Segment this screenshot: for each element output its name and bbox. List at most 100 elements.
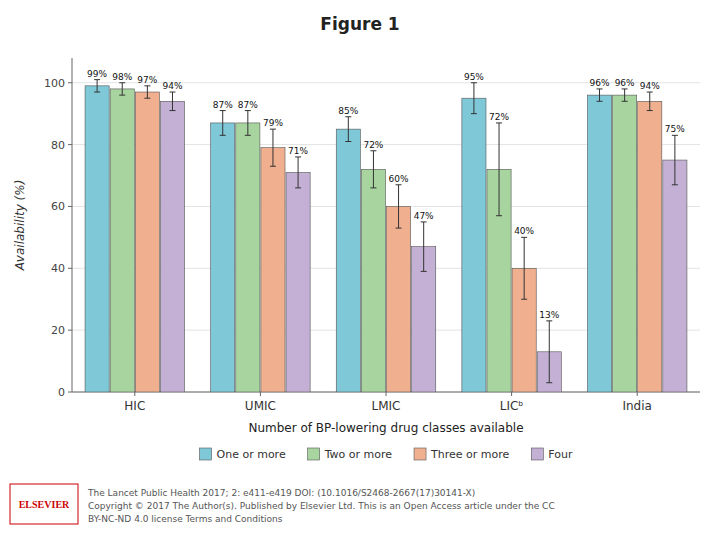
error-bar xyxy=(546,321,552,383)
legend-label: Four xyxy=(548,448,573,461)
y-axis xyxy=(72,58,73,392)
bar xyxy=(110,89,134,392)
bar xyxy=(663,160,687,392)
data-label: 97% xyxy=(137,75,157,85)
bar xyxy=(638,101,662,392)
y-axis-label: Availability (%) xyxy=(13,180,27,272)
y-tick xyxy=(68,206,72,207)
legend-item: One or more xyxy=(200,448,286,461)
data-label: 40% xyxy=(514,226,534,236)
y-tick xyxy=(68,144,72,145)
legend-item: Two or more xyxy=(308,448,393,461)
y-tick xyxy=(68,268,72,269)
bar xyxy=(160,101,184,392)
error-bar xyxy=(597,89,603,101)
x-tick xyxy=(386,392,387,396)
x-tick-label: LMIC xyxy=(372,399,401,413)
bar xyxy=(336,129,360,392)
bar xyxy=(613,95,637,392)
bars xyxy=(85,80,687,392)
bar xyxy=(85,86,109,392)
bar xyxy=(387,206,411,392)
footnote: The Lancet Public Health 2017; 2: e411-e… xyxy=(87,488,475,498)
error-bar xyxy=(94,80,100,92)
chart: Figure 1020406080100Availability (%)99%8… xyxy=(0,0,720,540)
x-tick-label: HIC xyxy=(124,399,145,413)
error-bar xyxy=(144,86,150,98)
error-bar xyxy=(496,123,502,216)
footnote: BY-NC-ND 4.0 license Terms and Condition… xyxy=(88,514,283,524)
legend-item: Three or more xyxy=(414,448,509,461)
y-tick-label: 60 xyxy=(51,200,65,213)
data-label: 94% xyxy=(640,81,660,91)
footnote: Copyright © 2017 The Author(s). Publishe… xyxy=(88,501,555,511)
data-label: 72% xyxy=(363,140,383,150)
data-label: 47% xyxy=(414,211,434,221)
x-axis-label: Number of BP-lowering drug classes avail… xyxy=(248,421,523,435)
error-bar xyxy=(169,92,175,111)
logo: ELSEVIER xyxy=(19,499,70,510)
legend: One or more Two or more Three or more Four xyxy=(200,448,573,461)
y-tick xyxy=(68,82,72,83)
legend-swatch xyxy=(200,448,212,460)
x-tick xyxy=(134,392,135,396)
error-bar xyxy=(647,92,653,111)
bar xyxy=(361,169,385,392)
bar xyxy=(236,123,260,392)
data-label: 79% xyxy=(263,118,283,128)
data-label: 99% xyxy=(87,69,107,79)
legend-item: Four xyxy=(531,448,573,461)
grid xyxy=(72,83,700,392)
y-tick-label: 40 xyxy=(51,262,65,275)
bar xyxy=(135,92,159,392)
x-tick-label: LICᵇ xyxy=(500,399,524,413)
bar xyxy=(587,95,611,392)
y-tick-label: 80 xyxy=(51,139,65,152)
data-label: 94% xyxy=(162,81,182,91)
logo-box xyxy=(10,484,78,524)
error-bar xyxy=(295,157,301,188)
data-label: 85% xyxy=(338,106,358,116)
error-bar xyxy=(370,151,376,188)
data-label: 71% xyxy=(288,146,308,156)
x-tick-label: UMIC xyxy=(245,399,276,413)
data-labels: 99% 87% 85% 95% 96% 98% 87% 72% 72% 96% 97% 79% 60% 4… xyxy=(87,69,685,320)
legend-swatch xyxy=(414,448,426,460)
legend-swatch xyxy=(308,448,320,460)
error-bar xyxy=(421,222,427,271)
error-bar xyxy=(622,89,628,101)
y-tick-label: 20 xyxy=(51,324,65,337)
error-bar xyxy=(270,129,276,166)
data-label: 96% xyxy=(590,78,610,88)
data-label: 75% xyxy=(665,124,685,134)
bar xyxy=(462,98,486,392)
legend-label: Three or more xyxy=(430,448,509,461)
data-label: 72% xyxy=(489,112,509,122)
data-label: 95% xyxy=(464,72,484,82)
bar xyxy=(286,172,310,392)
legend-swatch xyxy=(531,448,543,460)
error-bar xyxy=(220,111,226,136)
bar xyxy=(211,123,235,392)
data-label: 87% xyxy=(213,100,233,110)
legend-label: One or more xyxy=(217,448,286,461)
title: Figure 1 xyxy=(320,14,399,34)
data-label: 60% xyxy=(389,174,409,184)
data-label: 13% xyxy=(539,310,559,320)
error-bar xyxy=(119,83,125,95)
x-tick xyxy=(637,392,638,396)
error-bar xyxy=(345,117,351,142)
data-label: 98% xyxy=(112,72,132,82)
y-tick xyxy=(68,330,72,331)
error-bar xyxy=(672,135,678,184)
error-bar xyxy=(471,83,477,114)
error-bar xyxy=(521,237,527,299)
y-tick-label: 0 xyxy=(58,386,65,399)
error-bar xyxy=(245,111,251,136)
legend-label: Two or more xyxy=(324,448,393,461)
x-tick xyxy=(260,392,261,396)
y-tick xyxy=(68,392,72,393)
data-label: 87% xyxy=(238,100,258,110)
data-label: 96% xyxy=(615,78,635,88)
x-tick-label: India xyxy=(622,399,651,413)
